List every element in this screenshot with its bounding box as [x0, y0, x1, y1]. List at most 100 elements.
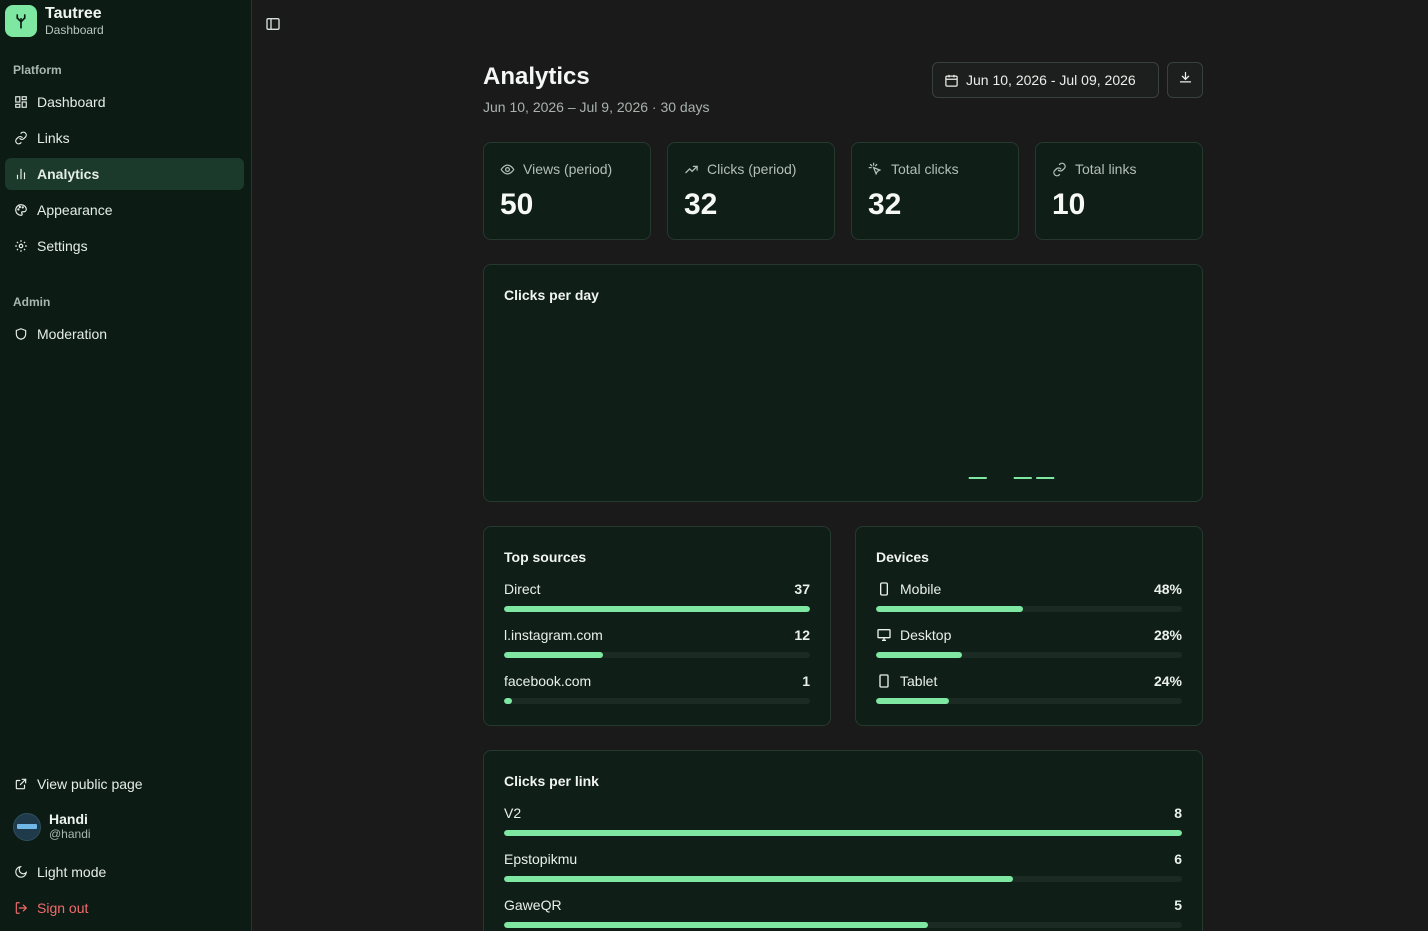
sidebar-item-label: Dashboard	[37, 94, 106, 110]
clicks-per-day-chart	[968, 477, 1055, 479]
card-title: Clicks per day	[504, 287, 599, 303]
stat-label: Total clicks	[891, 161, 959, 177]
day-bar	[1013, 477, 1032, 479]
source-label: facebook.com	[504, 673, 592, 689]
section-label-admin: Admin	[13, 295, 51, 309]
stat-value: 32	[868, 188, 902, 221]
date-range-label: Jun 10, 2026 - Jul 09, 2026	[966, 72, 1136, 88]
link-value: 8	[1174, 805, 1182, 821]
sidebar-toggle-button[interactable]	[264, 17, 282, 35]
shield-icon	[13, 326, 29, 342]
link-row: Epstopikmu 6	[504, 850, 1182, 882]
stat-card-total-links: Total links 10	[1035, 142, 1203, 240]
external-link-icon	[13, 776, 29, 792]
brand[interactable]: Tautree Dashboard	[5, 5, 104, 37]
sidebar-item-label: Links	[37, 130, 70, 146]
device-row: Mobile 48%	[876, 580, 1182, 612]
top-sources-card: Top sources Direct 37 l.instagram.com 12 f…	[483, 526, 831, 726]
device-value: 48%	[1153, 581, 1182, 597]
calendar-icon	[944, 73, 959, 88]
page-subtitle: Jun 10, 2026 – Jul 9, 2026 · 30 days	[483, 99, 710, 115]
brand-subtitle: Dashboard	[45, 23, 104, 37]
device-label: Tablet	[900, 673, 938, 689]
user-name: Handi	[49, 811, 88, 827]
link-bar	[504, 922, 928, 928]
link-label: GaweQR	[504, 897, 562, 913]
stat-value: 50	[500, 188, 534, 221]
brand-title: Tautree	[45, 5, 102, 22]
device-bar	[876, 606, 1023, 612]
device-value: 24%	[1153, 673, 1182, 689]
card-title: Devices	[876, 549, 929, 565]
sidebar-item-analytics[interactable]: Analytics	[5, 158, 244, 190]
link-bar	[504, 876, 1013, 882]
link-value: 5	[1174, 897, 1182, 913]
date-range-picker[interactable]: Jun 10, 2026 - Jul 09, 2026	[932, 62, 1159, 98]
download-icon	[1178, 70, 1193, 90]
sidebar-item-label: Analytics	[37, 166, 100, 182]
sign-out-label: Sign out	[37, 900, 89, 916]
source-row: l.instagram.com 12	[504, 626, 810, 658]
day-bar	[968, 477, 987, 479]
stat-value: 32	[684, 188, 718, 221]
logout-icon	[13, 900, 29, 916]
link-value: 6	[1174, 851, 1182, 867]
source-value: 37	[794, 581, 810, 597]
source-label: l.instagram.com	[504, 627, 603, 643]
device-row: Tablet 24%	[876, 672, 1182, 704]
device-bar	[876, 698, 950, 704]
section-label-platform: Platform	[13, 63, 62, 77]
light-mode-toggle[interactable]: Light mode	[5, 856, 244, 888]
link-label: V2	[504, 805, 522, 821]
link-icon	[1052, 162, 1067, 177]
stat-card-total-clicks: Total clicks 32	[851, 142, 1019, 240]
stat-label: Views (period)	[523, 161, 613, 177]
eye-icon	[500, 162, 515, 177]
stat-card-clicks-period: Clicks (period) 32	[667, 142, 835, 240]
trend-up-icon	[684, 162, 699, 177]
device-row: Desktop 28%	[876, 626, 1182, 658]
page-title: Analytics	[483, 63, 590, 90]
download-button[interactable]	[1167, 62, 1203, 98]
source-value: 1	[802, 673, 810, 689]
tree-logo-icon	[5, 5, 37, 37]
user-profile[interactable]: Handi @handi	[13, 811, 91, 842]
moon-icon	[13, 864, 29, 880]
view-public-page-link[interactable]: View public page	[5, 768, 244, 800]
grid-icon	[13, 94, 29, 110]
source-label: Direct	[504, 581, 541, 597]
sidebar-item-links[interactable]: Links	[5, 122, 244, 154]
stat-card-views: Views (period) 50	[483, 142, 651, 240]
palette-icon	[13, 202, 29, 218]
sidebar: Tautree Dashboard Platform Dashboard Lin…	[0, 0, 252, 931]
sidebar-item-label: Settings	[37, 238, 88, 254]
sidebar-item-appearance[interactable]: Appearance	[5, 194, 244, 226]
stat-label: Clicks (period)	[707, 161, 797, 177]
device-label: Mobile	[900, 581, 942, 597]
stat-value: 10	[1052, 188, 1086, 221]
source-value: 12	[794, 627, 810, 643]
sidebar-item-dashboard[interactable]: Dashboard	[5, 86, 244, 118]
stat-label: Total links	[1075, 161, 1137, 177]
user-handle: @handi	[49, 827, 91, 841]
light-mode-label: Light mode	[37, 864, 107, 880]
sidebar-item-moderation[interactable]: Moderation	[5, 318, 244, 350]
view-public-page-label: View public page	[37, 776, 143, 792]
devices-card: Devices Mobile 48% Desktop 28% Tablet 24%	[855, 526, 1203, 726]
sign-out-button[interactable]: Sign out	[5, 892, 244, 924]
panel-left-icon	[265, 16, 281, 37]
source-bar	[504, 698, 513, 704]
link-row: V2 8	[504, 804, 1182, 836]
clicks-per-link-card: Clicks per link V2 8 Epstopikmu 6 GaweQR 5	[483, 750, 1203, 931]
sidebar-item-settings[interactable]: Settings	[5, 230, 244, 262]
gear-icon	[13, 238, 29, 254]
tablet-icon	[876, 673, 892, 689]
source-bar	[504, 652, 604, 658]
device-bar	[876, 652, 962, 658]
clicks-per-day-card: Clicks per day	[483, 264, 1203, 502]
card-title: Top sources	[504, 549, 587, 565]
sidebar-item-label: Moderation	[37, 326, 108, 342]
link-bar	[504, 830, 1182, 836]
bar-chart-icon	[13, 166, 29, 182]
monitor-icon	[876, 627, 892, 643]
